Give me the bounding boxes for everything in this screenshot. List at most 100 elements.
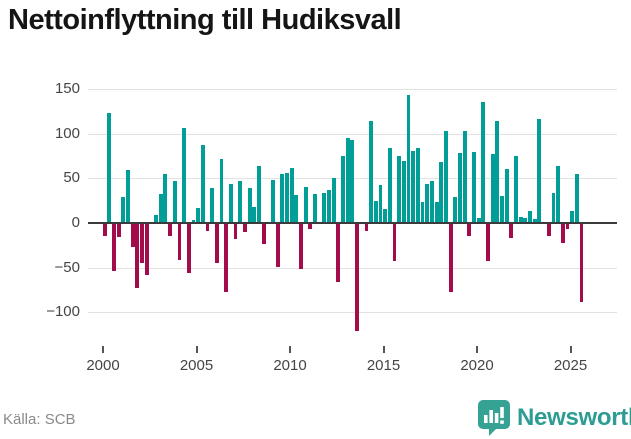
bar	[275, 224, 280, 267]
bar	[242, 224, 247, 233]
bar	[420, 201, 425, 222]
bar	[495, 121, 500, 222]
bar	[481, 101, 486, 222]
bar	[303, 187, 308, 222]
bar	[168, 224, 173, 236]
bar	[369, 120, 374, 222]
bar	[219, 158, 224, 222]
y-axis-tick-label: 150	[54, 80, 80, 98]
bar	[551, 192, 556, 222]
brand-logo: Newsworthy	[477, 399, 631, 437]
bar	[327, 190, 331, 222]
bar	[458, 152, 462, 222]
bar	[285, 173, 289, 222]
bar	[560, 224, 565, 243]
x-axis-tick	[195, 346, 198, 353]
gridline	[88, 312, 617, 314]
bar	[135, 224, 140, 289]
x-axis-tick	[102, 346, 104, 353]
bar	[411, 150, 416, 222]
bar	[280, 174, 285, 222]
zero-line	[88, 222, 617, 224]
bar	[350, 140, 355, 222]
bar	[289, 167, 294, 222]
y-axis-tick-label: 100	[54, 124, 80, 142]
x-axis-tick	[476, 346, 478, 353]
bar	[102, 224, 107, 237]
bar	[504, 168, 509, 222]
x-axis-tick	[382, 346, 385, 353]
bar	[434, 201, 439, 222]
bar	[341, 156, 346, 222]
bar	[308, 224, 313, 230]
bar	[401, 160, 406, 222]
bar	[163, 174, 168, 222]
bar	[383, 208, 388, 222]
bar	[415, 148, 420, 222]
x-axis-tick-label: 2000	[86, 357, 120, 374]
bar	[107, 113, 112, 222]
bar	[186, 224, 191, 273]
bar	[546, 224, 551, 237]
bar	[574, 174, 579, 222]
bar	[537, 118, 542, 222]
bar	[121, 197, 126, 222]
x-axis-tick	[569, 346, 572, 353]
bar	[387, 148, 392, 222]
y-axis-tick-label: 0	[71, 214, 80, 231]
bar	[528, 210, 533, 222]
bar	[228, 183, 233, 222]
bar	[172, 181, 177, 222]
bar	[116, 224, 121, 238]
bar	[345, 138, 350, 222]
bar	[233, 224, 238, 240]
bar	[364, 224, 369, 232]
bar	[256, 165, 261, 222]
bar	[378, 184, 383, 222]
bar	[467, 224, 472, 236]
bar	[448, 224, 453, 292]
y-axis-tick-label: −50	[54, 258, 80, 276]
bar	[154, 214, 159, 222]
bar	[514, 156, 518, 222]
bar	[140, 224, 144, 264]
bar	[579, 224, 584, 303]
bar	[322, 192, 327, 222]
y-axis-tick-label: −100	[46, 303, 80, 321]
bar	[313, 194, 317, 222]
bar	[523, 217, 528, 222]
bar	[271, 180, 275, 222]
bar	[443, 131, 448, 222]
bar	[205, 224, 210, 232]
x-axis-tick-label: 2020	[460, 357, 494, 374]
newsworthy-icon	[478, 400, 510, 436]
gridline	[88, 267, 617, 269]
x-axis-tick-label: 2005	[179, 357, 214, 374]
bar	[331, 177, 336, 222]
bar	[158, 193, 163, 222]
bar	[392, 224, 397, 261]
bar	[177, 224, 182, 260]
bar	[224, 224, 229, 292]
bar	[336, 224, 341, 282]
bar	[261, 224, 266, 244]
bar	[462, 131, 467, 222]
bar	[518, 216, 523, 222]
bar	[238, 181, 243, 222]
x-axis-tick-label: 2025	[553, 357, 588, 374]
bar	[570, 210, 575, 222]
x-axis-tick-label: 2015	[366, 357, 401, 374]
x-axis-tick	[289, 346, 291, 353]
brand-wordmark: Newsworthy	[517, 404, 631, 431]
bar	[425, 183, 430, 222]
bar	[509, 224, 514, 239]
x-axis-tick-label: 2010	[273, 357, 307, 374]
bar	[210, 188, 215, 222]
bar	[130, 224, 135, 248]
bar	[191, 220, 196, 222]
y-axis-tick-label: 50	[63, 169, 80, 187]
page-title: Nettoinflyttning till Hudiksvall	[8, 4, 402, 36]
bar	[214, 224, 219, 264]
bar	[532, 218, 537, 222]
bar	[247, 188, 252, 222]
